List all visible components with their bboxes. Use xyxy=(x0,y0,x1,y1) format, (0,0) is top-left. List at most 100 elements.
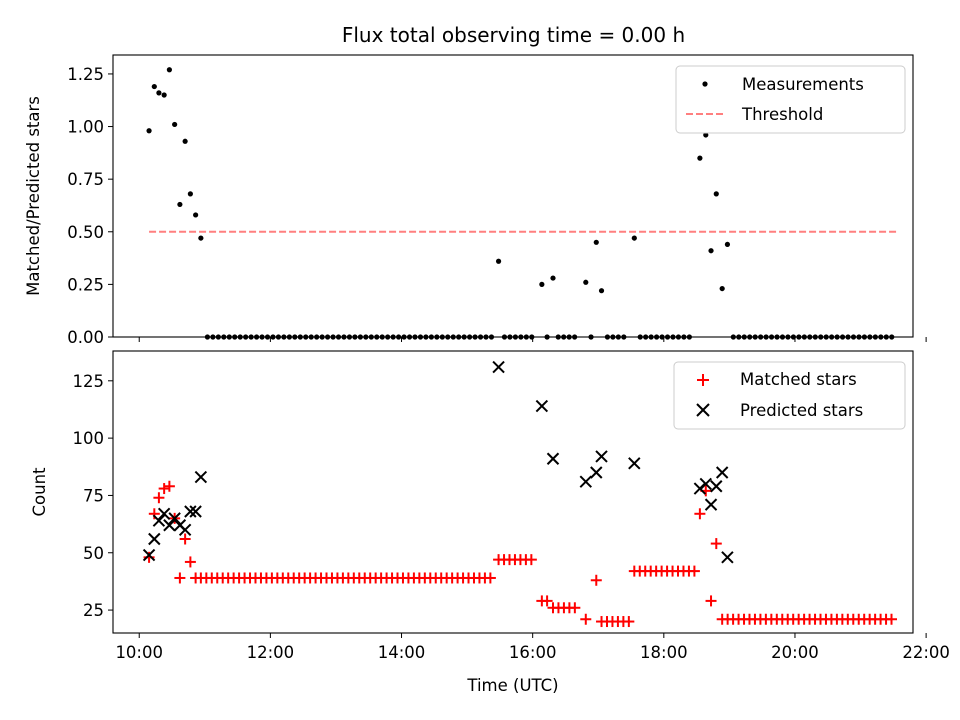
legend-matched-label: Matched stars xyxy=(740,370,857,389)
measurement-point xyxy=(166,67,172,73)
top-legend: Measurements Threshold xyxy=(675,65,906,134)
legend-predicted-label: Predicted stars xyxy=(740,401,863,420)
x-tick-label: 20:00 xyxy=(771,643,819,662)
bottom-y-tick-label: 25 xyxy=(83,601,104,620)
legend-predicted-marker xyxy=(696,403,710,417)
matched-point xyxy=(163,480,175,492)
predicted-point xyxy=(148,532,161,546)
measurement-point xyxy=(182,138,188,144)
measurement-point xyxy=(708,248,714,254)
matched-point xyxy=(179,533,191,545)
top-axes-frame xyxy=(112,54,914,338)
matched-point xyxy=(190,572,202,584)
predicted-point xyxy=(142,548,156,562)
predicted-point xyxy=(546,452,560,465)
measurement-point xyxy=(161,92,167,98)
predicted-point-b xyxy=(628,457,641,470)
matched-point xyxy=(525,554,537,566)
measurement-point xyxy=(697,155,703,161)
measurement-point xyxy=(177,201,183,208)
predicted-point-b xyxy=(148,532,161,546)
predicted-point-b xyxy=(184,505,197,518)
bottom-legend: Matched stars Predicted stars xyxy=(673,361,906,430)
measurement-point xyxy=(151,83,157,90)
measurement-point xyxy=(495,258,502,264)
measurement-point xyxy=(724,241,731,248)
predicted-point-b xyxy=(595,450,608,463)
predicted-point xyxy=(492,360,505,374)
top-y-tick-label: 1.25 xyxy=(67,65,104,84)
measurement-point xyxy=(713,191,719,197)
predicted-point xyxy=(189,505,202,518)
predicted-point xyxy=(157,507,171,520)
measurement-point xyxy=(156,90,162,96)
predicted-point xyxy=(579,475,592,488)
matched-point xyxy=(886,613,898,625)
top-y-tick-label: 0.00 xyxy=(67,328,104,347)
predicted-point xyxy=(178,523,192,537)
predicted-point xyxy=(699,477,712,491)
bottom-y-tick-label: 100 xyxy=(73,429,105,448)
predicted-point-b xyxy=(579,475,592,488)
legend-measurements-label: Measurements xyxy=(742,75,864,94)
measurement-point xyxy=(187,191,193,197)
predicted-point xyxy=(535,399,549,413)
top-chart-title: Flux total observing time = 0.00 h xyxy=(342,23,685,47)
predicted-point-b xyxy=(194,470,208,484)
x-tick-label: 22:00 xyxy=(902,643,950,662)
top-y-tick-label: 0.50 xyxy=(67,223,104,242)
predicted-point-b xyxy=(168,512,181,525)
matched-point xyxy=(541,595,553,607)
bottom-y-tick-label: 125 xyxy=(73,372,105,391)
x-tick-label: 16:00 xyxy=(509,643,557,662)
measurement-point xyxy=(583,279,589,285)
top-y-tick-label: 1.00 xyxy=(67,118,104,137)
predicted-point-b xyxy=(163,519,176,532)
legend-measurements-marker xyxy=(702,81,708,87)
measurement-point xyxy=(193,212,199,218)
top-legend-box xyxy=(675,65,906,134)
predicted-point-b xyxy=(715,466,729,479)
x-tick-label: 14:00 xyxy=(378,643,426,662)
predicted-point-b xyxy=(710,480,723,493)
matched-point xyxy=(705,595,717,607)
bottom-plot-area xyxy=(142,360,898,628)
x-axis-label: Time (UTC) xyxy=(466,676,558,695)
x-tick-label: 12:00 xyxy=(247,643,295,662)
matched-point xyxy=(623,616,635,628)
predicted-point xyxy=(628,457,641,470)
predicted-point-b xyxy=(704,498,718,511)
measurement-point xyxy=(146,128,152,134)
bottom-y-tick-label: 75 xyxy=(83,486,104,505)
x-tick-label: 18:00 xyxy=(640,643,688,662)
matched-point xyxy=(174,572,186,584)
predicted-point xyxy=(590,466,603,479)
bottom-legend-box xyxy=(673,361,906,430)
predicted-point xyxy=(710,480,723,493)
matched-point xyxy=(153,492,165,504)
measurement-point xyxy=(703,132,709,138)
matched-point xyxy=(184,556,196,568)
measurement-point xyxy=(598,288,605,294)
matched-point xyxy=(710,538,722,550)
matched-point xyxy=(484,572,496,584)
predicted-point xyxy=(194,470,208,484)
bottom-y-tick-label: 50 xyxy=(83,544,104,563)
measurement-point xyxy=(719,285,725,292)
matched-point xyxy=(688,565,700,577)
bottom-axes-frame xyxy=(112,350,914,634)
predicted-point-b xyxy=(699,477,712,491)
measurement-point xyxy=(198,235,204,241)
predicted-point-b xyxy=(152,514,166,527)
predicted-point xyxy=(163,519,176,532)
matched-point xyxy=(580,613,592,625)
predicted-point xyxy=(595,450,608,463)
predicted-point-b xyxy=(157,507,171,520)
predicted-point-b xyxy=(721,551,734,564)
predicted-point xyxy=(184,505,197,518)
matched-point xyxy=(158,483,170,495)
top-y-tick-label: 0.75 xyxy=(67,170,104,189)
predicted-point-b xyxy=(535,399,549,413)
predicted-point xyxy=(168,512,181,525)
